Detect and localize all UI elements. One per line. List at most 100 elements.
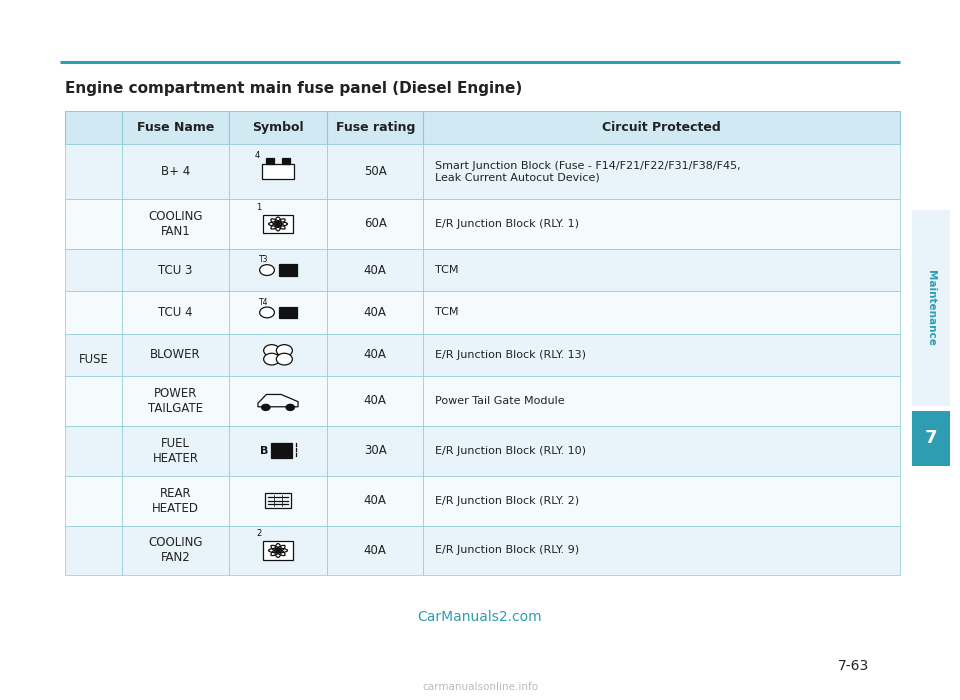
Text: FUSE: FUSE [79,354,108,366]
Bar [327,291,423,334]
Circle shape [259,307,275,318]
Bar [228,291,327,334]
Bar [228,426,327,476]
Bar [65,334,122,376]
Circle shape [276,354,293,365]
Bar [65,376,122,426]
Bar [228,199,327,249]
Text: Engine compartment main fuse panel (Diesel Engine): Engine compartment main fuse panel (Dies… [65,80,522,95]
Bar [271,444,292,458]
Circle shape [276,344,293,356]
Bar [423,426,900,476]
Text: E/R Junction Block (RLY. 9): E/R Junction Block (RLY. 9) [435,545,579,556]
Bar [122,526,228,575]
Bar [228,476,327,526]
Text: Circuit Protected: Circuit Protected [602,121,721,134]
Text: 30A: 30A [364,444,387,457]
Bar [282,158,290,164]
Text: CarManuals2.com: CarManuals2.com [418,610,542,624]
Bar [423,476,900,526]
Text: 40A: 40A [364,264,387,276]
Text: Symbol: Symbol [252,121,303,134]
Bar [263,541,293,560]
Text: T3: T3 [259,256,269,264]
Text: 40A: 40A [364,306,387,319]
Text: TCU 3: TCU 3 [158,264,193,276]
Bar [65,291,122,334]
Text: 40A: 40A [364,349,387,361]
Bar [279,265,297,276]
Text: 60A: 60A [364,218,387,230]
Bar [912,210,950,406]
Text: 1: 1 [256,203,261,212]
Circle shape [261,405,270,410]
Bar [65,476,122,526]
Bar [122,111,228,144]
Bar [65,426,122,476]
Text: POWER
TAILGATE: POWER TAILGATE [148,387,203,415]
Text: B: B [260,446,269,456]
Bar [327,476,423,526]
Bar [423,526,900,575]
Bar [65,199,122,249]
Bar [327,334,423,376]
Text: REAR
HEATED: REAR HEATED [152,486,199,514]
Bar [122,334,228,376]
Circle shape [259,265,275,276]
Bar [122,199,228,249]
Bar [122,144,228,199]
Bar [228,526,327,575]
Bar [265,493,291,508]
Bar [423,144,900,199]
Text: 2: 2 [256,529,261,538]
Text: Fuse rating: Fuse rating [335,121,415,134]
Bar [228,111,327,144]
Circle shape [264,344,279,356]
Text: COOLING
FAN2: COOLING FAN2 [148,536,203,564]
Text: BLOWER: BLOWER [150,349,201,361]
Bar [423,111,900,144]
Text: 50A: 50A [364,165,387,178]
Text: E/R Junction Block (RLY. 10): E/R Junction Block (RLY. 10) [435,446,586,456]
Bar [228,144,327,199]
Bar [122,476,228,526]
Bar [65,249,122,291]
Bar [423,334,900,376]
Bar [327,376,423,426]
Text: TCM: TCM [435,307,458,317]
Bar [122,249,228,291]
Bar [122,376,228,426]
Bar [65,111,122,144]
Text: 40A: 40A [364,394,387,407]
Text: E/R Junction Block (RLY. 13): E/R Junction Block (RLY. 13) [435,350,586,360]
Bar [327,144,423,199]
Text: 40A: 40A [364,544,387,557]
Text: 4: 4 [255,150,260,160]
Circle shape [276,223,280,225]
Text: 7-63: 7-63 [837,659,869,673]
Bar [327,426,423,476]
Text: Power Tail Gate Module: Power Tail Gate Module [435,396,564,406]
Bar [266,158,274,164]
Text: carmanualsonline.info: carmanualsonline.info [422,682,538,692]
Text: T4: T4 [259,298,269,307]
Bar [279,307,297,319]
Text: Maintenance: Maintenance [926,270,936,346]
Text: TCM: TCM [435,265,458,275]
Bar [327,199,423,249]
Bar [327,526,423,575]
Text: Fuse Name: Fuse Name [136,121,214,134]
Text: FUEL
HEATER: FUEL HEATER [153,437,199,465]
Bar [423,249,900,291]
Bar [327,111,423,144]
Bar [423,199,900,249]
Text: Smart Junction Block (Fuse - F14/F21/F22/F31/F38/F45,
Leak Current Autocut Devic: Smart Junction Block (Fuse - F14/F21/F22… [435,161,740,183]
Text: TCU 4: TCU 4 [158,306,193,319]
Bar [65,144,122,199]
Bar [423,376,900,426]
Circle shape [276,549,280,552]
Bar [65,526,122,575]
Bar [228,249,327,291]
Text: 7: 7 [924,429,938,447]
Text: COOLING
FAN1: COOLING FAN1 [148,210,203,238]
